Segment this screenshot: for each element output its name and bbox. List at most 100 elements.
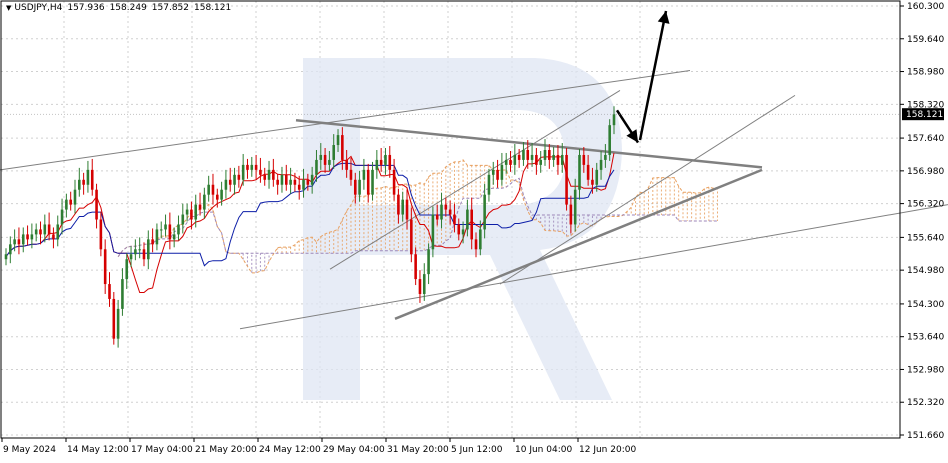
x-tick-label: 10 Jun 04:00 [515, 445, 572, 455]
candle-bearish [284, 174, 288, 185]
channel-mid-line [329, 89, 621, 270]
candle-bearish [198, 204, 202, 210]
candle-bearish [228, 179, 232, 185]
candle-bearish [548, 149, 551, 160]
candle-bearish [26, 234, 29, 240]
candle-bearish [509, 159, 512, 165]
candle-bearish [349, 169, 353, 180]
collapse-triangle-icon[interactable]: ▼ [6, 4, 12, 12]
candle-bullish [371, 169, 374, 195]
candle-bearish [246, 164, 249, 170]
candle-bullish [86, 169, 90, 185]
watermark-logo [303, 58, 622, 400]
candle-bearish [569, 204, 573, 225]
low-value: 157.852 [151, 3, 190, 13]
candle-bearish [293, 179, 297, 185]
candle-bearish [526, 149, 530, 160]
candle-bearish [95, 189, 98, 220]
y-tick-label: 158.320 [907, 100, 944, 110]
candle-bearish [39, 229, 42, 235]
arrow-down-head [626, 129, 638, 143]
candle-bullish [530, 154, 534, 160]
y-tick-label: 157.640 [907, 134, 944, 144]
candle-bullish [56, 224, 60, 240]
candle-bearish [586, 164, 590, 180]
candle-bearish [345, 159, 348, 170]
candle-bullish [401, 199, 405, 215]
candle-bullish [134, 249, 137, 255]
candle-bullish [302, 179, 305, 190]
candle-bullish [522, 149, 525, 160]
y-tick-label: 153.640 [907, 333, 944, 343]
candle-bearish [470, 209, 473, 240]
candle-bearish [582, 154, 586, 165]
trend-lines [0, 70, 948, 330]
candle-bullish [224, 179, 228, 190]
x-tick-label: 5 Jun 12:00 [451, 445, 503, 455]
current-price-label: 158.121 [906, 110, 943, 120]
candle-bullish [121, 279, 124, 309]
candle-bullish [466, 209, 469, 230]
candle-bearish [142, 249, 146, 260]
candle-bullish [280, 174, 284, 185]
candle-bullish [4, 254, 8, 260]
candle-bullish [595, 169, 599, 185]
candle-bearish [379, 159, 383, 165]
candle-bearish [99, 219, 103, 250]
symbol-label: USDJPY,H4 [14, 3, 63, 13]
candle-bearish [457, 224, 461, 235]
candle-bullish [207, 184, 210, 195]
candle-bullish [599, 159, 603, 170]
candle-bullish [129, 254, 133, 260]
ichimoku-lines [5, 152, 615, 293]
candle-bearish [405, 199, 409, 220]
candle-bearish [306, 179, 310, 185]
candle-bullish [220, 189, 223, 200]
candle-bullish [172, 234, 176, 240]
candle-bearish [52, 234, 55, 240]
candle-bearish [297, 184, 301, 190]
candle-bullish [543, 149, 547, 160]
candle-bearish [263, 174, 267, 180]
candle-bearish [448, 209, 452, 215]
candle-bullish [73, 189, 77, 205]
candle-bullish [362, 169, 366, 180]
y-tick-label: 154.980 [907, 266, 944, 276]
candle-bullish [289, 179, 292, 185]
candle-bullish [194, 204, 198, 220]
candle-bearish [535, 154, 538, 165]
arrow-up-head [657, 10, 670, 24]
lower-line-line [239, 204, 948, 330]
logo-letter-r [303, 58, 622, 400]
y-tick-label: 158.980 [907, 68, 944, 78]
candle-bullish [440, 204, 443, 220]
candle-bullish [608, 125, 611, 155]
candle-bullish [147, 239, 150, 260]
channel-upper-line [0, 70, 691, 171]
candle-bullish [177, 224, 180, 235]
candle-bullish [159, 229, 163, 231]
candle-bullish [34, 229, 38, 235]
candle-bearish [341, 135, 344, 160]
candle-bullish [328, 159, 331, 165]
candle-bearish [276, 179, 279, 185]
candle-bearish [353, 179, 357, 195]
kijun-line [5, 162, 615, 267]
candle-bullish [578, 154, 581, 190]
y-tick-label: 155.640 [907, 233, 944, 243]
candle-bullish [138, 249, 141, 251]
candle-bearish [410, 219, 413, 255]
x-tick-label: 14 May 12:00 [67, 445, 129, 455]
y-tick-label: 156.980 [907, 167, 944, 177]
candle-bullish [21, 234, 25, 245]
candle-bullish [336, 135, 340, 146]
y-tick-label: 152.980 [907, 365, 944, 375]
candle-bearish [388, 154, 392, 170]
candle-bullish [267, 169, 271, 180]
x-tick-label: 17 May 04:00 [131, 445, 193, 455]
candle-bullish [241, 164, 245, 180]
candle-bearish [215, 194, 219, 200]
candle-bullish [78, 179, 81, 190]
